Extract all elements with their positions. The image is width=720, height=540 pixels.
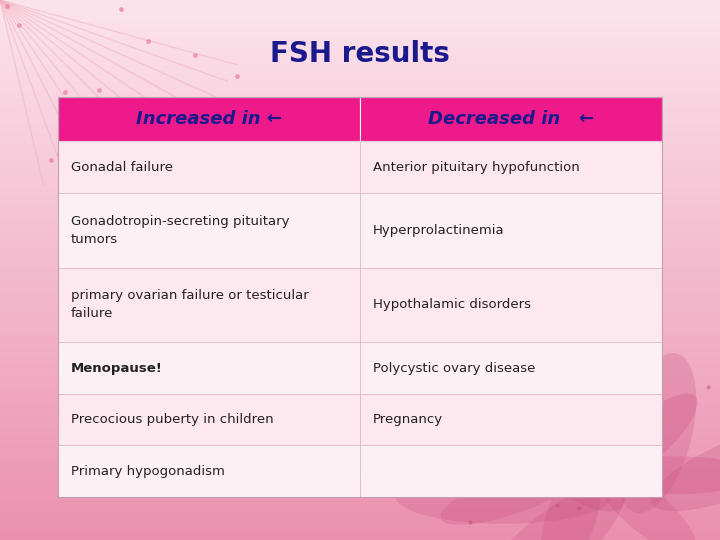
Text: Anterior pituitary hypofunction: Anterior pituitary hypofunction — [373, 161, 580, 174]
Text: Decreased in   ←: Decreased in ← — [428, 110, 594, 129]
Bar — [360, 97, 662, 141]
Text: Gonadotropin-secreting pituitary
tumors: Gonadotropin-secreting pituitary tumors — [71, 215, 289, 246]
Ellipse shape — [541, 459, 601, 540]
Ellipse shape — [396, 470, 612, 524]
Bar — [58, 193, 360, 268]
Text: Primary hypogonadism: Primary hypogonadism — [71, 464, 225, 477]
Ellipse shape — [598, 456, 720, 494]
Ellipse shape — [441, 426, 585, 487]
Bar — [360, 193, 662, 268]
Text: primary ovarian failure or testicular
failure: primary ovarian failure or testicular fa… — [71, 289, 308, 320]
Ellipse shape — [591, 461, 698, 540]
Bar — [360, 446, 662, 497]
Bar — [58, 268, 360, 342]
Ellipse shape — [441, 463, 585, 525]
Text: Precocious puberty in children: Precocious puberty in children — [71, 413, 273, 426]
Text: Increased in ←: Increased in ← — [136, 110, 282, 129]
Text: Polycystic ovary disease: Polycystic ovary disease — [373, 362, 536, 375]
Text: Hyperprolactinemia: Hyperprolactinemia — [373, 224, 505, 237]
Bar — [360, 342, 662, 394]
Bar — [360, 141, 662, 193]
Ellipse shape — [476, 482, 625, 540]
Text: Gonadal failure: Gonadal failure — [71, 161, 173, 174]
Text: Hypothalamic disorders: Hypothalamic disorders — [373, 299, 531, 312]
Bar — [58, 97, 360, 141]
Bar — [58, 97, 662, 497]
Bar — [58, 446, 360, 497]
Ellipse shape — [591, 394, 698, 489]
Text: FSH results: FSH results — [270, 40, 450, 68]
Bar — [360, 268, 662, 342]
Ellipse shape — [476, 383, 625, 511]
Text: Pregnancy: Pregnancy — [373, 413, 443, 426]
Bar — [360, 394, 662, 445]
Bar — [58, 342, 360, 394]
Ellipse shape — [541, 375, 601, 491]
Ellipse shape — [616, 353, 696, 513]
Ellipse shape — [651, 417, 720, 511]
Bar — [58, 394, 360, 445]
Bar — [58, 141, 360, 193]
Text: Menopause!: Menopause! — [71, 362, 163, 375]
